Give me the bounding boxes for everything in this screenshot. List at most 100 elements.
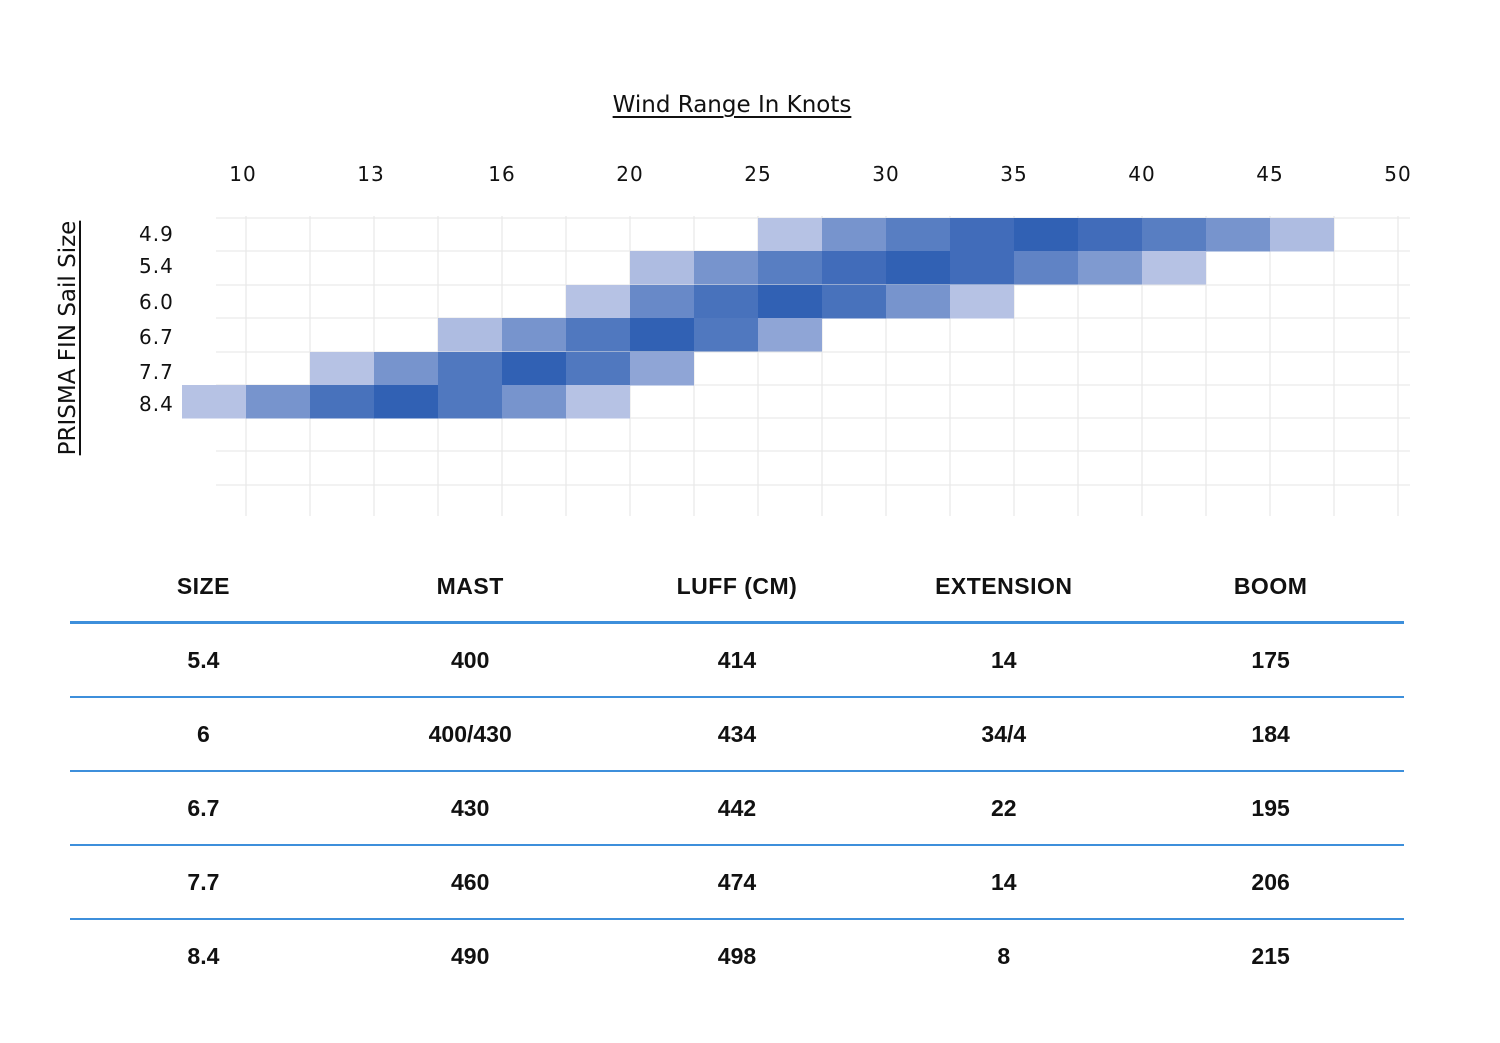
- table-row: 6.7 430 442 22 195: [70, 771, 1404, 846]
- cell-extension: 8: [997, 942, 1011, 969]
- heatmap-cell: [566, 285, 630, 319]
- y-tick-label: 6.0: [139, 290, 174, 314]
- heatmap-cell: [1078, 218, 1142, 252]
- cell-luff: 414: [603, 622, 871, 698]
- x-tick-label: 25: [744, 162, 772, 186]
- table-row: 7.7 460 474 14 206: [70, 845, 1404, 920]
- heatmap-cell: [566, 318, 630, 352]
- cell-boom: 215: [1251, 942, 1290, 969]
- heatmap-cell: [1142, 218, 1206, 252]
- cell-size: 6.7: [70, 771, 337, 846]
- heatmap-cell: [310, 352, 374, 386]
- cell-mast: 400: [336, 622, 604, 698]
- y-tick-label: 7.7: [139, 360, 174, 384]
- x-tick-label: 10: [229, 162, 257, 186]
- cell-luff: 434: [603, 697, 871, 772]
- heatmap-cell: [694, 285, 758, 319]
- cell-boom: 184: [1137, 697, 1404, 772]
- heatmap-cell: [1014, 218, 1078, 252]
- heatmap-cell: [438, 352, 502, 386]
- header-boom: BOOM: [1137, 552, 1404, 624]
- heatmap-cell: [886, 285, 950, 319]
- cell-size: 8.4: [187, 942, 220, 969]
- header-luff: LUFF (CM): [603, 552, 871, 624]
- heatmap-cell: [822, 285, 886, 319]
- cell-extension: 14: [870, 622, 1138, 698]
- header-size: SIZE: [70, 552, 337, 624]
- cell-luff: 474: [603, 845, 871, 920]
- heatmap-cell: [758, 218, 822, 252]
- header-mast: MAST: [336, 552, 604, 624]
- cell-boom: 195: [1137, 771, 1404, 846]
- heatmap-cell: [566, 385, 630, 419]
- x-tick-label: 45: [1256, 162, 1284, 186]
- heatmap-cell: [950, 251, 1014, 285]
- x-tick-label: 20: [616, 162, 644, 186]
- heatmap-cell: [758, 251, 822, 285]
- heatmap-cell: [694, 318, 758, 352]
- heatmap-cell: [950, 218, 1014, 252]
- heatmap-cell: [246, 385, 310, 419]
- cell-extension: 22: [870, 771, 1138, 846]
- y-axis-title: PRISMA FIN Sail Size: [55, 220, 81, 456]
- cell-extension: 34/4: [870, 697, 1138, 772]
- heatmap-cell: [1206, 218, 1270, 252]
- heatmap-cell: [502, 385, 566, 419]
- heatmap-cell: [502, 318, 566, 352]
- cell-mast: 490: [451, 942, 490, 969]
- x-tick-label: 35: [1000, 162, 1028, 186]
- heatmap-cell: [438, 318, 502, 352]
- wind-range-chart: [182, 216, 1410, 516]
- heatmap-cell: [310, 385, 374, 419]
- cell-mast: 430: [336, 771, 604, 846]
- heatmap-cell: [1142, 251, 1206, 285]
- table-row: 5.4 400 414 14 175: [70, 622, 1404, 698]
- x-tick-label: 30: [872, 162, 900, 186]
- heatmap-cell: [1014, 251, 1078, 285]
- cell-size: 5.4: [70, 622, 337, 698]
- heatmap-cell: [758, 285, 822, 319]
- cell-luff: 442: [603, 771, 871, 846]
- x-tick-label: 16: [488, 162, 516, 186]
- heatmap-cell: [1078, 251, 1142, 285]
- heatmap-cell: [822, 218, 886, 252]
- heatmap-cell: [886, 218, 950, 252]
- chart-title: Wind Range In Knots: [612, 92, 852, 118]
- x-tick-label: 40: [1128, 162, 1156, 186]
- heatmap-cell: [694, 251, 758, 285]
- table-row: 6 400/430 434 34/4 184: [70, 697, 1404, 772]
- heatmap-cell: [566, 352, 630, 386]
- heatmap-cell: [630, 251, 694, 285]
- cell-boom: 206: [1137, 845, 1404, 920]
- y-tick-label: 8.4: [139, 392, 174, 416]
- x-tick-label: 13: [357, 162, 385, 186]
- table-row: 8.4 490 498 8 215: [70, 919, 1404, 992]
- heatmap-cell: [630, 352, 694, 386]
- cell-mast: 460: [336, 845, 604, 920]
- cell-luff: 498: [717, 942, 757, 969]
- cell-boom: 175: [1137, 622, 1404, 698]
- heatmap-cell: [630, 318, 694, 352]
- y-tick-label: 4.9: [139, 222, 174, 246]
- heatmap-cell: [374, 352, 438, 386]
- heatmap-cell: [438, 385, 502, 419]
- heatmap-cell: [1270, 218, 1334, 252]
- cell-mast: 400/430: [336, 697, 604, 772]
- heatmap-cell: [502, 352, 566, 386]
- heatmap-cell: [374, 385, 438, 419]
- heatmap-cell: [758, 318, 822, 352]
- y-tick-label: 6.7: [139, 325, 174, 349]
- heatmap-cell: [822, 251, 886, 285]
- y-tick-label: 5.4: [139, 254, 174, 278]
- heatmap-cell: [886, 251, 950, 285]
- table-header-row: SIZE MAST LUFF (CM) EXTENSION BOOM: [70, 552, 1404, 624]
- cell-size: 6: [70, 697, 337, 772]
- cell-extension: 14: [870, 845, 1138, 920]
- header-extension: EXTENSION: [870, 552, 1138, 624]
- heatmap-cell: [630, 285, 694, 319]
- heatmap-cell: [950, 285, 1014, 319]
- heatmap-cell: [182, 385, 246, 419]
- x-tick-label: 50: [1384, 162, 1412, 186]
- spec-table: SIZE MAST LUFF (CM) EXTENSION BOOM 5.4 4…: [70, 552, 1404, 992]
- cell-size: 7.7: [70, 845, 337, 920]
